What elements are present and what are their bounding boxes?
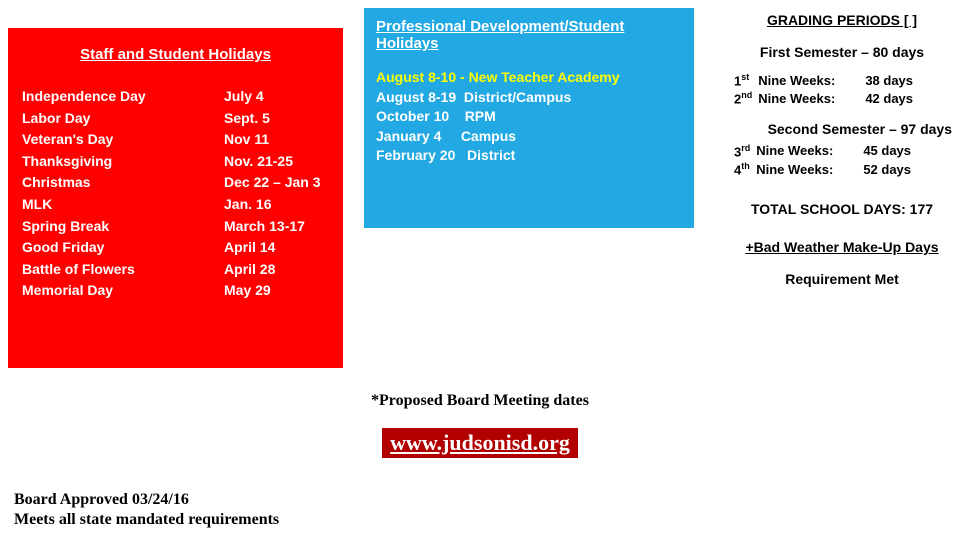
grading-days: 52 days (863, 161, 915, 177)
holiday-date: Jan. 16 (224, 195, 329, 215)
holiday-date: Sept. 5 (224, 109, 329, 129)
grading-title: GRADING PERIODS [ ] (732, 12, 952, 28)
staff-student-holidays-box: Staff and Student Holidays Independence … (8, 28, 343, 368)
requirement-met: Requirement Met (732, 271, 952, 287)
grading-row: 1stNine Weeks:38 days (734, 72, 917, 88)
grading-periods-section: GRADING PERIODS [ ] First Semester – 80 … (732, 12, 952, 287)
holiday-date: May 29 (224, 281, 329, 301)
grading-label: Nine Weeks: (758, 72, 863, 88)
sem2-header: Second Semester – 97 days (732, 121, 952, 137)
prof-dev-line: January 4 Campus (376, 127, 682, 147)
prof-dev-line: October 10 RPM (376, 107, 682, 127)
holiday-row: Battle of FlowersApril 28 (22, 260, 329, 280)
holiday-name: Battle of Flowers (22, 260, 222, 280)
grading-row: 4thNine Weeks:52 days (734, 161, 915, 177)
grading-label: Nine Weeks: (758, 90, 863, 106)
sem1-header: First Semester – 80 days (732, 44, 952, 60)
grading-label: Nine Weeks: (756, 161, 861, 177)
holiday-name: Spring Break (22, 217, 222, 237)
holiday-row: Good FridayApril 14 (22, 238, 329, 258)
board-approved: Board Approved 03/24/16 (14, 490, 279, 510)
grading-row: 2ndNine Weeks:42 days (734, 90, 917, 106)
holiday-row: MLKJan. 16 (22, 195, 329, 215)
prof-dev-line: February 20 District (376, 146, 682, 166)
grading-days: 45 days (863, 143, 915, 159)
grading-row: 3rdNine Weeks:45 days (734, 143, 915, 159)
prof-dev-line: August 8-19 District/Campus (376, 88, 682, 108)
holiday-date: Nov 11 (224, 130, 329, 150)
holiday-row: Spring BreakMarch 13-17 (22, 217, 329, 237)
holiday-row: Labor DaySept. 5 (22, 109, 329, 129)
holiday-name: Thanksgiving (22, 152, 222, 172)
holiday-name: Independence Day (22, 87, 222, 107)
grading-days: 42 days (865, 90, 917, 106)
grading-ord: 4th (734, 161, 754, 177)
prof-dev-box: Professional Development/Student Holiday… (364, 8, 694, 228)
grading-ord: 1st (734, 72, 756, 88)
holiday-row: ThanksgivingNov. 21-25 (22, 152, 329, 172)
holiday-row: ChristmasDec 22 – Jan 3 (22, 173, 329, 193)
grading-ord: 2nd (734, 90, 756, 106)
sem1-table: 1stNine Weeks:38 days 2ndNine Weeks:42 da… (732, 70, 919, 109)
footer-left: Board Approved 03/24/16 Meets all state … (14, 490, 279, 530)
holiday-name: MLK (22, 195, 222, 215)
holiday-name: Labor Day (22, 109, 222, 129)
prof-dev-title: Professional Development/Student Holiday… (376, 18, 682, 52)
holiday-date: July 4 (224, 87, 329, 107)
sem2-table: 3rdNine Weeks:45 days 4thNine Weeks:52 da… (732, 141, 917, 180)
footer-center: *Proposed Board Meeting dates www.judson… (0, 392, 960, 458)
website-url[interactable]: www.judsonisd.org (382, 428, 578, 458)
holiday-date: Dec 22 – Jan 3 (224, 173, 329, 193)
holiday-row: Memorial DayMay 29 (22, 281, 329, 301)
holiday-date: Nov. 21-25 (224, 152, 329, 172)
holiday-date: April 14 (224, 238, 329, 258)
grading-label: Nine Weeks: (756, 143, 861, 159)
holiday-date: March 13-17 (224, 217, 329, 237)
holidays-title: Staff and Student Holidays (20, 46, 331, 63)
holidays-table: Independence DayJuly 4Labor DaySept. 5Ve… (20, 85, 331, 303)
holiday-name: Memorial Day (22, 281, 222, 301)
holiday-name: Good Friday (22, 238, 222, 258)
grading-days: 38 days (865, 72, 917, 88)
bad-weather-makeup: +Bad Weather Make-Up Days (732, 239, 952, 255)
proposed-board-meeting: *Proposed Board Meeting dates (0, 392, 960, 410)
state-mandated: Meets all state mandated requirements (14, 510, 279, 530)
total-school-days: TOTAL SCHOOL DAYS: 177 (732, 201, 952, 217)
holiday-date: April 28 (224, 260, 329, 280)
grading-ord: 3rd (734, 143, 754, 159)
holiday-row: Independence DayJuly 4 (22, 87, 329, 107)
prof-dev-highlight: August 8-10 - New Teacher Academy (376, 68, 682, 88)
holiday-row: Veteran's DayNov 11 (22, 130, 329, 150)
holiday-name: Christmas (22, 173, 222, 193)
holiday-name: Veteran's Day (22, 130, 222, 150)
